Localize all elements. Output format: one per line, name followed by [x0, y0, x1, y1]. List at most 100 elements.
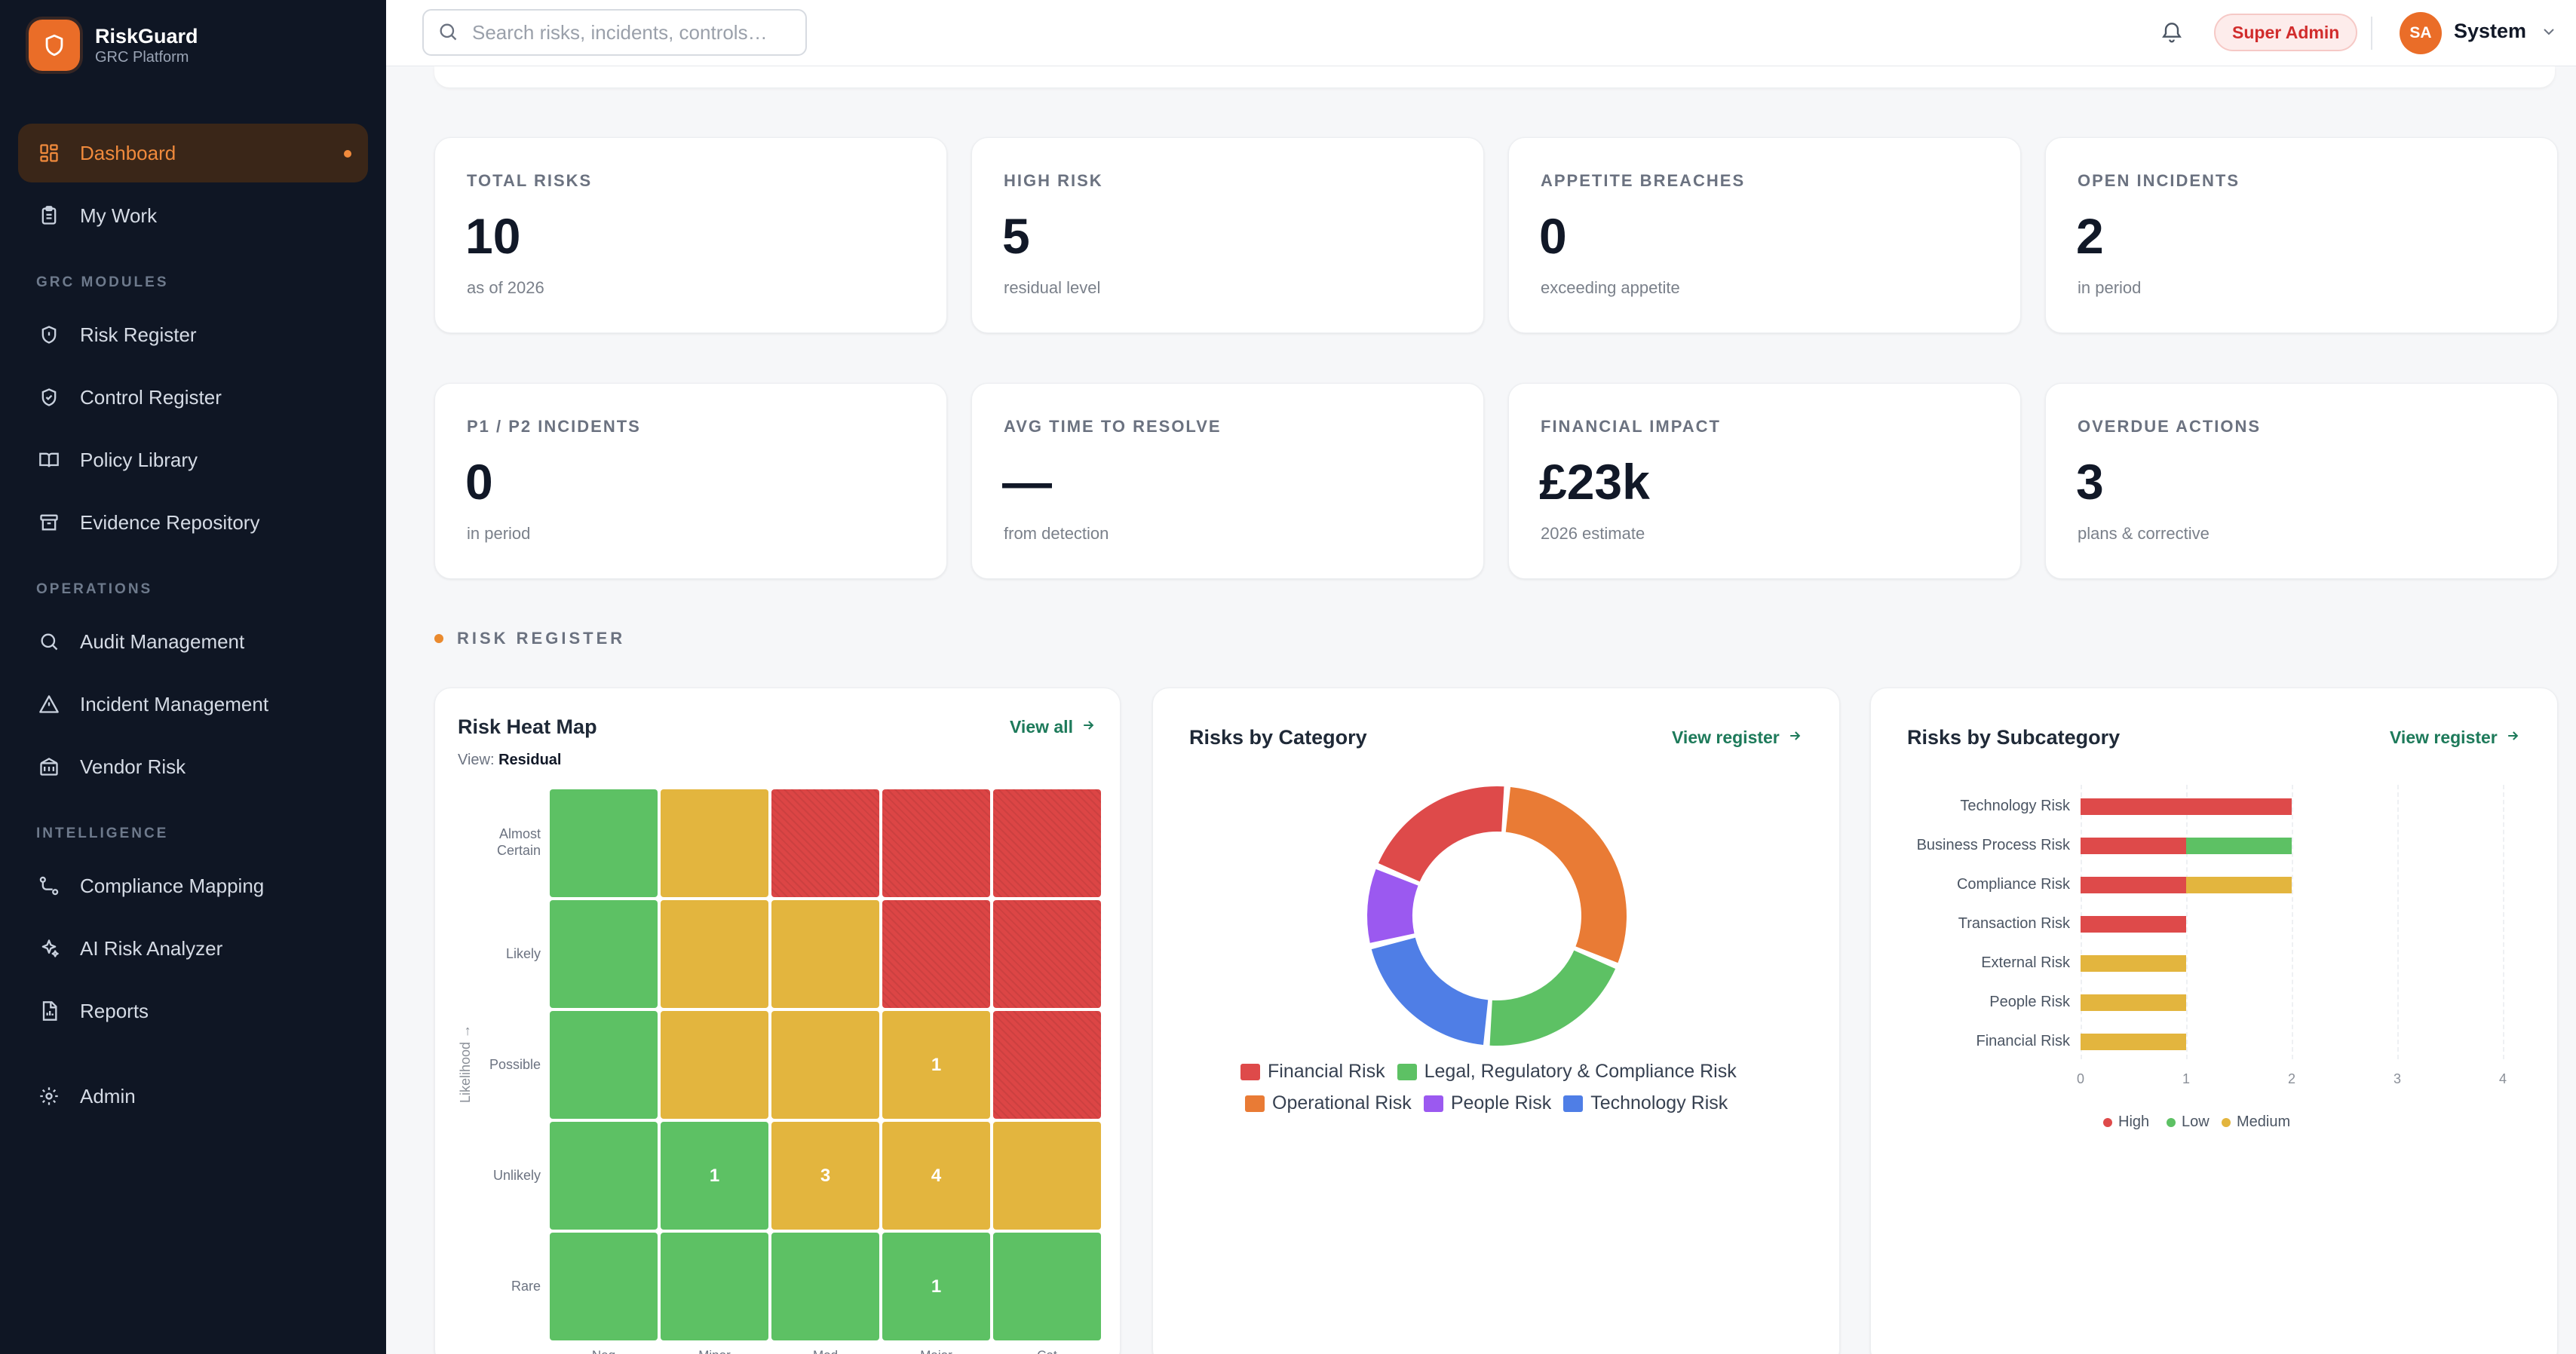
- legend-item[interactable]: Legal, Regulatory & Compliance Risk: [1397, 1061, 1737, 1083]
- nav-section-operations: OPERATIONS: [36, 581, 153, 597]
- heatmap-cell[interactable]: [993, 1011, 1101, 1119]
- view-register-link[interactable]: View register: [2390, 728, 2520, 748]
- kpi-card-avg-time-to-resolve[interactable]: AVG TIME TO RESOLVE — from detection: [971, 383, 1484, 579]
- kpi-card-p1-p2-incidents[interactable]: P1 / P2 INCIDENTS 0 in period: [434, 383, 947, 579]
- chevron-down-icon[interactable]: [2540, 23, 2559, 42]
- legend-swatch: [1423, 1095, 1443, 1112]
- kpi-card-appetite-breaches[interactable]: APPETITE BREACHES 0 exceeding appetite: [1508, 137, 2021, 333]
- x-tick-label: 2: [2287, 1071, 2295, 1086]
- heatmap-cell[interactable]: [993, 789, 1101, 897]
- heatmap-cell[interactable]: 1: [661, 1122, 768, 1230]
- nav-section-intelligence: INTELLIGENCE: [36, 826, 169, 841]
- donut-slice[interactable]: [1489, 950, 1616, 1046]
- sidebar-item-incident-management[interactable]: Incident Management: [18, 675, 368, 734]
- sidebar-item-compliance-mapping[interactable]: Compliance Mapping: [18, 856, 368, 915]
- heatmap-cell[interactable]: [661, 789, 768, 897]
- kpi-sub: residual level: [1004, 278, 1101, 297]
- brand[interactable]: RiskGuard GRC Platform: [29, 20, 198, 71]
- donut-slice[interactable]: [1367, 868, 1418, 943]
- heatmap-cell[interactable]: [882, 900, 990, 1008]
- heatmap-cell[interactable]: [882, 789, 990, 897]
- kpi-card-open-incidents[interactable]: OPEN INCIDENTS 2 in period: [2045, 137, 2558, 333]
- sidebar-item-policy-library[interactable]: Policy Library: [18, 430, 368, 489]
- kpi-label: AVG TIME TO RESOLVE: [1004, 417, 1222, 436]
- sidebar-item-audit-management[interactable]: Audit Management: [18, 612, 368, 671]
- avatar[interactable]: SA: [2400, 12, 2442, 54]
- sidebar-item-reports[interactable]: Reports: [18, 982, 368, 1040]
- bar-segment[interactable]: [2081, 877, 2186, 893]
- heatmap-cell[interactable]: [771, 789, 879, 897]
- risk-heat-map-card: Risk Heat Map View all View: Residual Li…: [434, 688, 1121, 1354]
- view-register-link[interactable]: View register: [1672, 728, 1802, 748]
- legend-item[interactable]: High: [2103, 1114, 2149, 1131]
- heatmap-cell[interactable]: [661, 1011, 768, 1119]
- user-name[interactable]: System: [2454, 20, 2527, 42]
- bar-segment[interactable]: [2186, 877, 2292, 893]
- bell-icon[interactable]: [2160, 20, 2185, 45]
- heatmap-cell[interactable]: 4: [882, 1122, 990, 1230]
- heatmap-cell[interactable]: [550, 1011, 658, 1119]
- sidebar-item-dashboard[interactable]: Dashboard: [18, 124, 368, 182]
- legend-item[interactable]: Medium: [2222, 1114, 2290, 1131]
- sidebar-item-evidence-repository[interactable]: Evidence Repository: [18, 493, 368, 552]
- heatmap-cell[interactable]: [771, 900, 879, 1008]
- heatmap-cell[interactable]: 1: [882, 1233, 990, 1340]
- legend-swatch: [1563, 1095, 1584, 1112]
- sidebar-item-control-register[interactable]: Control Register: [18, 368, 368, 427]
- heatmap-cell[interactable]: [550, 1122, 658, 1230]
- search-input[interactable]: Search risks, incidents, controls…: [422, 9, 807, 56]
- sidebar-item-risk-register[interactable]: Risk Register: [18, 305, 368, 364]
- sidebar-item-label: Vendor Risk: [80, 755, 186, 778]
- legend-item[interactable]: Financial Risk: [1240, 1061, 1385, 1083]
- sidebar-item-my-work[interactable]: My Work: [18, 186, 368, 245]
- shield-check-icon: [36, 384, 62, 410]
- heatmap-cell[interactable]: [550, 1233, 658, 1340]
- kpi-sub: plans & corrective: [2078, 524, 2210, 543]
- bar-segment[interactable]: [2081, 838, 2186, 854]
- sidebar-item-admin[interactable]: Admin: [18, 1067, 368, 1126]
- top-bar: Search risks, incidents, controls… Super…: [386, 0, 2576, 66]
- heatmap-cell[interactable]: [771, 1233, 879, 1340]
- bar-segment[interactable]: [2081, 955, 2186, 972]
- bar-category-label: Compliance Risk: [1956, 876, 2070, 893]
- kpi-value: 10: [465, 208, 521, 264]
- kpi-label: APPETITE BREACHES: [1541, 171, 1746, 190]
- heatmap-view-selector[interactable]: View: Residual: [458, 752, 561, 769]
- view-all-link[interactable]: View all: [1010, 717, 1096, 737]
- kpi-card-financial-impact[interactable]: FINANCIAL IMPACT £23k 2026 estimate: [1508, 383, 2021, 579]
- legend-item[interactable]: Low: [2167, 1114, 2210, 1131]
- sidebar-item-ai-risk-analyzer[interactable]: AI Risk Analyzer: [18, 919, 368, 978]
- kpi-value: 0: [465, 454, 493, 510]
- bar-segment[interactable]: [2186, 838, 2292, 854]
- heatmap-cell[interactable]: [993, 1122, 1101, 1230]
- legend-item[interactable]: Operational Risk: [1245, 1092, 1412, 1114]
- heatmap-cell[interactable]: [550, 900, 658, 1008]
- bar-segment[interactable]: [2081, 1034, 2186, 1050]
- heatmap-cell[interactable]: [661, 1233, 768, 1340]
- heatmap-cell[interactable]: [771, 1011, 879, 1119]
- heatmap-cell[interactable]: [550, 789, 658, 897]
- heatmap-cell[interactable]: [993, 1233, 1101, 1340]
- legend-label: Medium: [2237, 1114, 2291, 1130]
- kpi-card-high-risk[interactable]: HIGH RISK 5 residual level: [971, 137, 1484, 333]
- sidebar-item-vendor-risk[interactable]: Vendor Risk: [18, 737, 368, 796]
- heatmap-cell[interactable]: 3: [771, 1122, 879, 1230]
- legend-item[interactable]: Technology Risk: [1563, 1092, 1728, 1114]
- bar-segment[interactable]: [2081, 798, 2292, 815]
- legend-swatch: [1245, 1095, 1265, 1112]
- donut-slice[interactable]: [1378, 786, 1504, 882]
- active-indicator: [344, 150, 351, 158]
- legend-item[interactable]: People Risk: [1423, 1092, 1551, 1114]
- donut-slice[interactable]: [1371, 937, 1489, 1046]
- bar-segment[interactable]: [2081, 994, 2186, 1011]
- previous-card-edge: [434, 66, 2555, 87]
- heatmap-cell[interactable]: [661, 900, 768, 1008]
- x-tick-label: 3: [2393, 1071, 2401, 1086]
- donut-slice[interactable]: [1505, 786, 1627, 963]
- heatmap-cell[interactable]: [993, 900, 1101, 1008]
- kpi-card-total-risks[interactable]: TOTAL RISKS 10 as of 2026: [434, 137, 947, 333]
- heatmap-cell[interactable]: 1: [882, 1011, 990, 1119]
- bar-segment[interactable]: [2081, 916, 2186, 933]
- kpi-card-overdue-actions[interactable]: OVERDUE ACTIONS 3 plans & corrective: [2045, 383, 2558, 579]
- divider: [2371, 17, 2372, 50]
